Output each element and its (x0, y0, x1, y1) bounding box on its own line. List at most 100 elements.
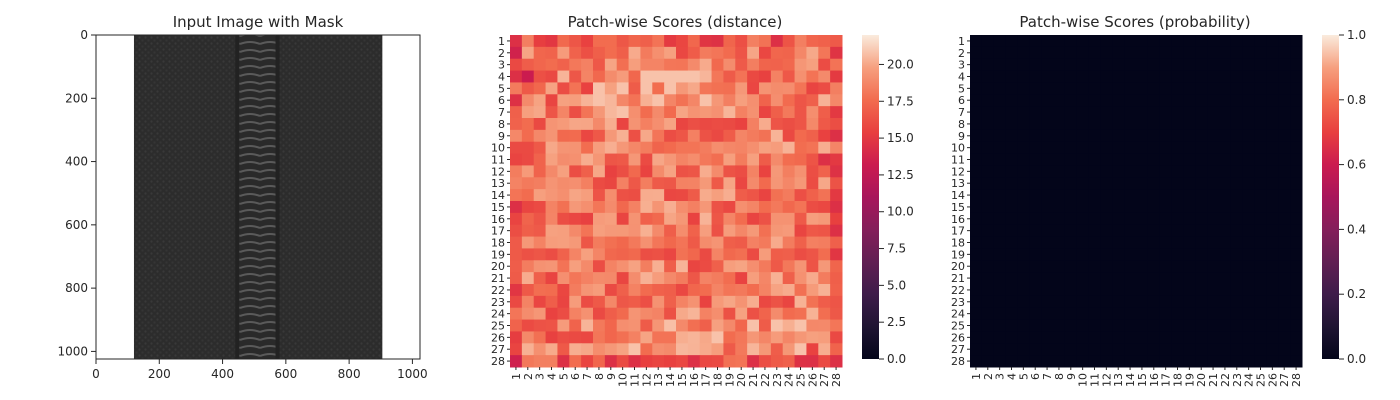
heatmap-cell (533, 153, 547, 166)
heatmap-cell (676, 35, 689, 48)
heatmap-cell (1005, 343, 1018, 356)
heatmap-cell (723, 118, 736, 131)
heatmap-cell (557, 295, 570, 309)
heatmap-cell (782, 224, 796, 238)
heatmap-cell (521, 260, 535, 273)
heatmap-y-tick-label: 21 (491, 272, 505, 285)
heatmap-x-tick-label: 8 (1053, 373, 1066, 380)
heatmap-cell (616, 129, 630, 143)
heatmap-cell (1290, 129, 1303, 143)
heatmap-cell (830, 236, 843, 249)
heatmap-cell (1053, 165, 1066, 178)
heatmap-cell (1278, 272, 1291, 285)
heatmap-cell (1171, 212, 1184, 226)
heatmap-cell (581, 201, 594, 214)
heatmap-cell (652, 153, 665, 166)
heatmap-cell (759, 106, 772, 119)
heatmap-cell (1254, 82, 1267, 95)
heatmap-cell (981, 260, 995, 273)
distance-y-axis: 1234567891011121314151617181920212223242… (491, 35, 510, 368)
heatmap-cell (1290, 319, 1303, 332)
heatmap-x-tick-label: 23 (771, 373, 784, 387)
heatmap-cell (676, 70, 689, 83)
heatmap-cell (1088, 212, 1101, 226)
heatmap-cell (569, 46, 582, 60)
heatmap-cell (1088, 153, 1101, 166)
heatmap-cell (818, 284, 831, 297)
heatmap-cell (1088, 82, 1101, 95)
heatmap-cell (1159, 165, 1173, 178)
heatmap-cell (981, 284, 995, 297)
heatmap-cell (510, 153, 523, 166)
heatmap-cell (806, 307, 819, 321)
heatmap-cell (1029, 189, 1042, 202)
heatmap-cell (747, 94, 760, 107)
heatmap-cell (993, 129, 1007, 143)
heatmap-cell (1219, 201, 1232, 214)
heatmap-cell (1266, 224, 1279, 238)
heatmap-cell (593, 82, 606, 95)
heatmap-cell (687, 189, 701, 202)
heatmap-cell (1171, 260, 1184, 273)
heatmap-cell (593, 248, 606, 261)
heatmap-cell (1017, 189, 1030, 202)
heatmap-cell (676, 212, 689, 226)
heatmap-cell (830, 260, 843, 273)
heatmap-cell (1254, 189, 1267, 202)
heatmap-cell (1124, 224, 1137, 238)
heatmap-cell (830, 284, 843, 297)
heatmap-cell (1207, 212, 1220, 226)
heatmap-y-tick-label: 20 (951, 260, 965, 273)
heatmap-cell (1242, 165, 1256, 178)
heatmap-cell (569, 153, 582, 166)
heatmap-cell (1029, 295, 1042, 309)
heatmap-cell (1266, 46, 1279, 60)
heatmap-y-tick-label: 11 (951, 154, 965, 167)
heatmap-cell (1017, 319, 1030, 332)
heatmap-cell (593, 177, 606, 190)
heatmap-cell (676, 260, 689, 273)
heatmap-cell (1290, 307, 1303, 321)
heatmap-cell (723, 260, 736, 273)
heatmap-y-tick-label: 16 (491, 213, 505, 226)
heatmap-y-tick-label: 2 (498, 47, 505, 60)
heatmap-cell (1159, 307, 1173, 321)
heatmap-cell (1147, 272, 1161, 285)
heatmap-cell (510, 272, 523, 285)
heatmap-cell (699, 118, 713, 131)
heatmap-cell (711, 224, 724, 238)
heatmap-cell (676, 236, 689, 249)
heatmap-cell (1029, 129, 1042, 143)
heatmap-cell (604, 70, 618, 83)
heatmap-cell (1183, 35, 1196, 48)
heatmap-cell (759, 129, 772, 143)
heatmap-cell (1278, 58, 1291, 72)
heatmap-cell (1064, 118, 1078, 131)
heatmap-cell (1219, 129, 1232, 143)
heatmap-cell (616, 248, 630, 261)
heatmap-cell (759, 212, 772, 226)
heatmap-y-tick-label: 23 (491, 296, 505, 309)
heatmap-cell (782, 94, 796, 107)
heatmap-cell (970, 165, 983, 178)
heatmap-cell (521, 212, 535, 226)
heatmap-cell (1029, 165, 1042, 178)
heatmap-cell (628, 284, 641, 297)
heatmap-cell (604, 129, 618, 143)
heatmap-cell (1005, 331, 1018, 344)
heatmap-cell (533, 177, 547, 190)
heatmap-cell (557, 129, 570, 143)
heatmap-cell (782, 355, 796, 368)
heatmap-cell (794, 94, 807, 107)
heatmap-cell (1017, 118, 1030, 131)
heatmap-cell (593, 307, 606, 321)
heatmap-cell (640, 106, 653, 119)
heatmap-cell (533, 165, 547, 178)
heatmap-cell (1278, 106, 1291, 119)
heatmap-cell (1147, 248, 1161, 261)
heatmap-cell (616, 319, 630, 332)
heatmap-cell (1124, 177, 1137, 190)
heatmap-cell (1088, 319, 1101, 332)
heatmap-cell (818, 153, 831, 166)
heatmap-cell (1195, 58, 1208, 72)
